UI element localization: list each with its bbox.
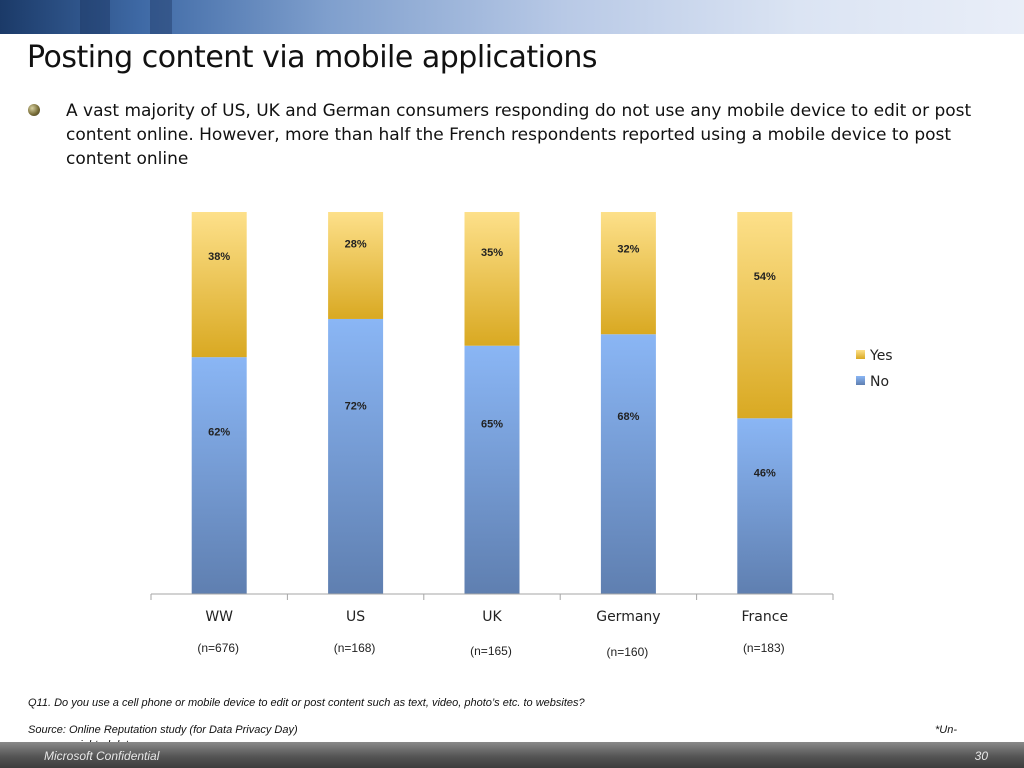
sample-size-label: (n=183) <box>743 641 785 655</box>
data-label: 32% <box>617 243 639 255</box>
question-text: Q11. Do you use a cell phone or mobile d… <box>28 697 585 709</box>
category-label: France <box>742 609 789 625</box>
banner-building-graphic <box>80 0 110 34</box>
data-label: 38% <box>208 251 230 263</box>
category-label: Germany <box>596 609 660 625</box>
bar-segment-no <box>464 345 520 594</box>
data-label: 46% <box>754 467 776 479</box>
bar-segment-yes <box>737 212 793 419</box>
data-label: 35% <box>481 247 503 259</box>
bar-segment-no <box>191 357 247 594</box>
bar-segment-no <box>737 418 793 594</box>
stacked-bar-chart: 62% 38% 72% 28% 65% 35% 68% 32% 46% 54% WW (n=676)… <box>150 212 893 659</box>
footer-confidential: Microsoft Confidential <box>44 749 160 763</box>
note-text: *Un- <box>935 724 958 736</box>
legend-swatch-yes <box>856 350 865 359</box>
data-label: 62% <box>208 426 230 438</box>
sample-size-label: (n=676) <box>197 641 239 655</box>
banner-building-graphic <box>150 0 172 34</box>
legend-label-no: No <box>870 374 889 390</box>
sample-size-label: (n=160) <box>607 645 649 659</box>
data-label: 72% <box>345 401 367 413</box>
legend-label-yes: Yes <box>869 348 893 364</box>
data-label: 28% <box>345 238 367 250</box>
sample-size-label: (n=168) <box>334 641 376 655</box>
bar-segment-yes <box>191 212 247 358</box>
legend-swatch-no <box>856 376 865 385</box>
category-label: WW <box>205 609 233 625</box>
footer-bar <box>0 742 1024 768</box>
bullet-icon <box>28 104 40 116</box>
bar-segment-yes <box>328 212 384 319</box>
bar-segment-no <box>600 334 656 594</box>
sample-size-label: (n=165) <box>470 644 512 658</box>
slide-title: Posting content via mobile applications <box>27 40 598 75</box>
bar-segment-yes <box>464 212 520 346</box>
bar-segment-yes <box>600 212 656 335</box>
top-banner <box>0 0 1024 34</box>
data-label: 65% <box>481 419 503 431</box>
bullet-text: A vast majority of US, UK and German con… <box>66 101 972 169</box>
page-number: 30 <box>974 749 988 763</box>
data-label: 54% <box>754 271 776 283</box>
category-label: US <box>346 609 365 625</box>
source-text: Source: Online Reputation study (for Dat… <box>28 724 298 736</box>
data-label: 68% <box>617 411 639 423</box>
bar-segment-no <box>328 318 384 594</box>
category-label: UK <box>482 609 502 625</box>
